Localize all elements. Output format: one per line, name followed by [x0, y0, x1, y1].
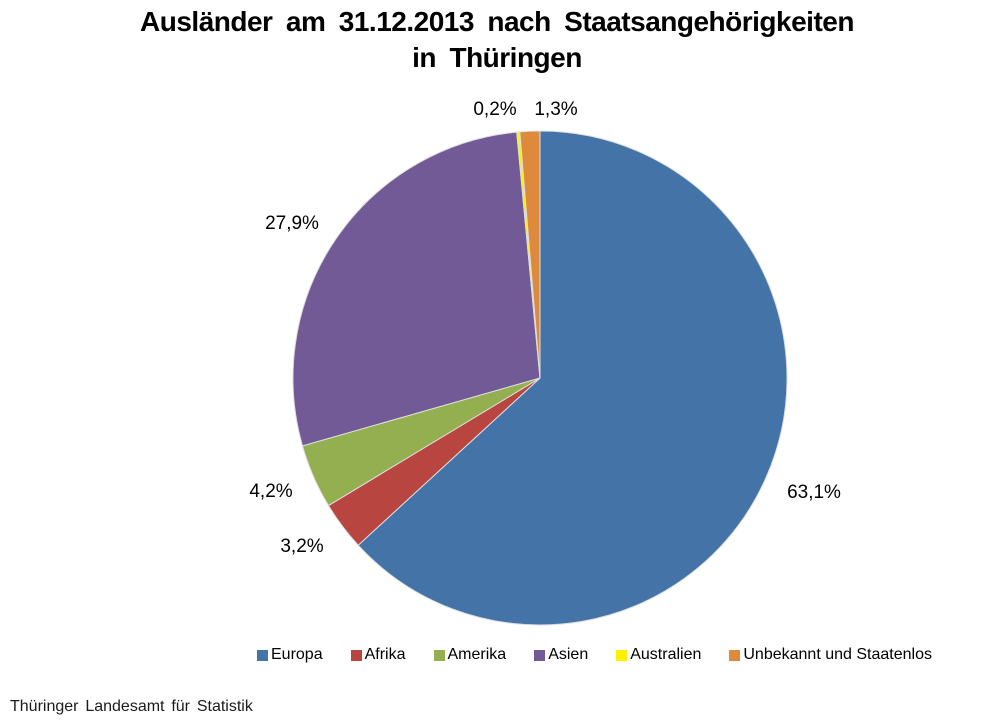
chart-title-line2: in Thüringen	[412, 42, 582, 73]
legend-swatch-amerika	[433, 649, 445, 661]
legend-item-asien: Asien	[534, 646, 588, 664]
pie-slice-europa	[357, 130, 788, 626]
legend-swatch-australien	[616, 649, 628, 661]
pie-slice-unbekannt-und-staatenlos	[519, 130, 541, 379]
pie-slice-asien	[292, 131, 541, 447]
legend-label-asien: Asien	[548, 646, 589, 663]
legend-label-amerika: Amerika	[447, 646, 507, 663]
source-attribution: Thüringer Landesamt für Statistik	[10, 698, 253, 715]
slice-label-afrika: 3,2%	[280, 536, 324, 557]
legend-swatch-asien	[534, 649, 546, 661]
legend-item-unbekannt-und-staatenlos: Unbekannt und Staatenlos	[729, 646, 932, 664]
legend-label-unbekannt-und-staatenlos: Unbekannt und Staatenlos	[743, 646, 932, 663]
slice-label-unbekannt: 1,3%	[534, 99, 578, 120]
legend-item-europa: Europa	[257, 646, 323, 664]
slice-label-amerika: 4,2%	[249, 481, 293, 502]
legend-item-amerika: Amerika	[433, 646, 507, 664]
slice-label-europa: 63,1%	[787, 482, 841, 503]
chart-title-line1: Ausländer am 31.12.2013 nach Staatsangeh…	[140, 6, 854, 37]
legend-label-europa: Europa	[271, 646, 323, 663]
slice-label-australien: 0,2%	[473, 99, 517, 120]
legend-label-afrika: Afrika	[364, 646, 406, 663]
legend-item-afrika: Afrika	[350, 646, 406, 664]
slice-label-asien: 27,9%	[265, 213, 319, 234]
legend-swatch-unbekannt-und-staatenlos	[729, 649, 741, 661]
chart-title: Ausländer am 31.12.2013 nach Staatsangeh…	[0, 4, 994, 76]
legend-label-australien: Australien	[630, 646, 702, 663]
legend-item-australien: Australien	[616, 646, 701, 664]
legend-swatch-europa	[257, 649, 268, 661]
legend: Europa Afrika Amerika Asien Australien U…	[257, 646, 932, 664]
legend-swatch-afrika	[350, 649, 362, 661]
